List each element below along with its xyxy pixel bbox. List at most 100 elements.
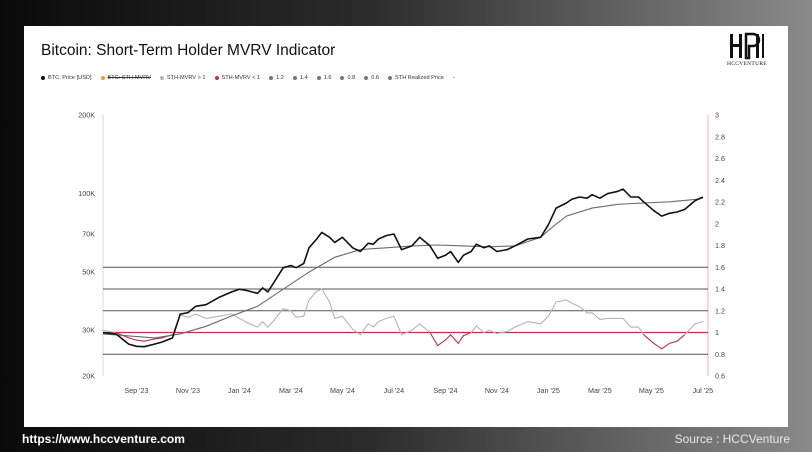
y-right-tick-label: 1.8 [715, 241, 725, 250]
chart-legend: BTC: Price [USD] BTC: STH-MVRV STH-MVRV > … [41, 72, 464, 84]
y-left-tick-label: 200K [78, 111, 95, 120]
btc-price-line [102, 188, 704, 348]
y-right-tick-label: 2 [715, 219, 719, 228]
mvrv-above-segment [102, 329, 117, 334]
legend-item[interactable]: BTC: Price [USD] [41, 75, 92, 81]
y-right-tick-label: 1 [715, 328, 719, 337]
y-right-tick-label: 2.4 [715, 176, 725, 185]
y-right-tick-label: 2.2 [715, 198, 725, 207]
legend-item[interactable]: STH Realized Price [388, 75, 444, 81]
legend-swatch-icon [364, 76, 369, 80]
mvrv-above-segment [393, 315, 403, 336]
y-right-tick-label: 1.2 [715, 306, 725, 315]
website-link[interactable]: https://www.hccventure.com [22, 432, 185, 446]
mvrv-above-segment [591, 312, 601, 320]
logo-mark-icon [730, 32, 764, 60]
x-tick-label: Jan '25 [537, 386, 560, 395]
legend-item[interactable]: STH-MVRV < 1 [214, 75, 261, 81]
legend-swatch-icon [292, 76, 297, 80]
legend-item[interactable]: 0.6 [364, 75, 379, 81]
legend-item[interactable]: STH-MVRV > 1 [159, 75, 206, 81]
mvrv-below-segment [450, 334, 459, 344]
mvrv-below-segment [429, 331, 439, 347]
mvrv-above-segment [506, 326, 516, 332]
legend-swatch-icon [388, 76, 393, 80]
mvrv-above-segment [246, 322, 259, 328]
y-right-tick-label: 1.6 [715, 263, 725, 272]
mvrv-above-segment [527, 321, 542, 325]
mvrv-above-segment [272, 308, 284, 323]
x-tick-label: Mar '24 [279, 386, 303, 395]
legend-label: - [452, 75, 455, 81]
legend-swatch-icon [316, 76, 321, 80]
mvrv-above-segment [540, 315, 549, 325]
y-left-tick-label: 50K [82, 268, 95, 277]
legend-swatch-icon [214, 76, 219, 80]
mvrv-above-segment [329, 301, 336, 319]
mvrv-below-segment [128, 337, 138, 341]
legend-swatch-icon [159, 76, 164, 80]
source-label: Source : HCCVenture [674, 432, 790, 446]
legend-label: 1.2 [276, 75, 284, 81]
x-tick-label: Jan '24 [228, 386, 251, 395]
legend-label: STH-MVRV > 1 [166, 75, 206, 81]
y-right-tick-label: 1.4 [715, 285, 725, 294]
mvrv-below-segment [462, 331, 472, 337]
legend-label: 1.4 [299, 75, 308, 81]
legend-swatch-icon [269, 76, 274, 80]
mvrv-above-segment [475, 325, 485, 334]
legend-item[interactable]: 0.8 [340, 75, 355, 81]
mvrv-above-segment [496, 330, 508, 335]
mvrv-above-segment [401, 329, 413, 336]
legend-item[interactable]: 1.2 [269, 75, 284, 81]
mvrv-above-segment [282, 308, 292, 312]
x-tick-label: Sep '23 [124, 386, 148, 395]
mvrv-above-segment [637, 326, 645, 336]
legend-item[interactable]: - [453, 75, 455, 81]
legend-item[interactable]: BTC: STH-MVRV [100, 75, 151, 81]
mvrv-above-segment [514, 321, 529, 328]
x-tick-label: May '24 [330, 386, 355, 395]
mvrv-above-segment [256, 321, 264, 328]
mvrv-above-segment [622, 317, 632, 328]
legend-label: 0.8 [347, 75, 356, 81]
mvrv-above-segment [565, 299, 573, 304]
mvrv-above-segment [599, 317, 609, 320]
legend-swatch-icon [41, 76, 45, 80]
hccventure-logo: HCCVENTURE [724, 30, 770, 72]
mvrv-above-segment [262, 321, 269, 328]
mvrv-above-segment [308, 290, 318, 301]
mvrv-above-segment [341, 315, 354, 330]
mvrv-above-segment [352, 328, 361, 336]
mvrv-above-segment [218, 313, 233, 317]
mvrv-below-segment [444, 334, 452, 341]
legend-item[interactable]: 1.4 [292, 75, 308, 81]
y-right-tick-label: 0.8 [715, 350, 725, 359]
x-tick-label: Jul '24 [384, 386, 405, 395]
legend-label: STH-MVRV < 1 [221, 75, 261, 81]
y-right-tick-label: 0.6 [715, 372, 725, 381]
mvrv-above-segment [411, 323, 421, 331]
mvrv-above-segment [547, 301, 557, 317]
mvrv-above-segment [359, 323, 369, 336]
mvrv-above-segment [195, 313, 207, 319]
mvrv-above-segment [372, 321, 380, 328]
legend-item[interactable]: 1.6 [316, 75, 331, 81]
mvrv-above-segment [470, 325, 477, 334]
y-left-tick-label: 100K [78, 189, 95, 198]
y-right-tick-label: 2.8 [715, 132, 725, 141]
mvrv-above-segment [267, 321, 274, 328]
mvrv-below-segment [676, 334, 686, 342]
mvrv-above-segment [694, 321, 704, 325]
mvrv-above-segment [179, 314, 189, 318]
x-tick-label: May '25 [639, 386, 664, 395]
legend-swatch-icon [340, 76, 345, 80]
y-left-tick-label: 20K [82, 372, 95, 381]
legend-label: BTC: Price [USD] [48, 75, 92, 81]
chart-plot: 20K 30K 50K 70K 100K 200K 0.6 0.8 1 1.2 1.4 1.6 1.8 2… [78, 111, 725, 396]
mvrv-above-segment [316, 288, 323, 292]
mvrv-above-segment [187, 313, 197, 318]
chart-title: Bitcoin: Short-Term Holder MVRV Indicato… [41, 42, 336, 59]
mvrv-above-segment [334, 315, 343, 319]
y-left-tick-label: 70K [82, 229, 95, 238]
